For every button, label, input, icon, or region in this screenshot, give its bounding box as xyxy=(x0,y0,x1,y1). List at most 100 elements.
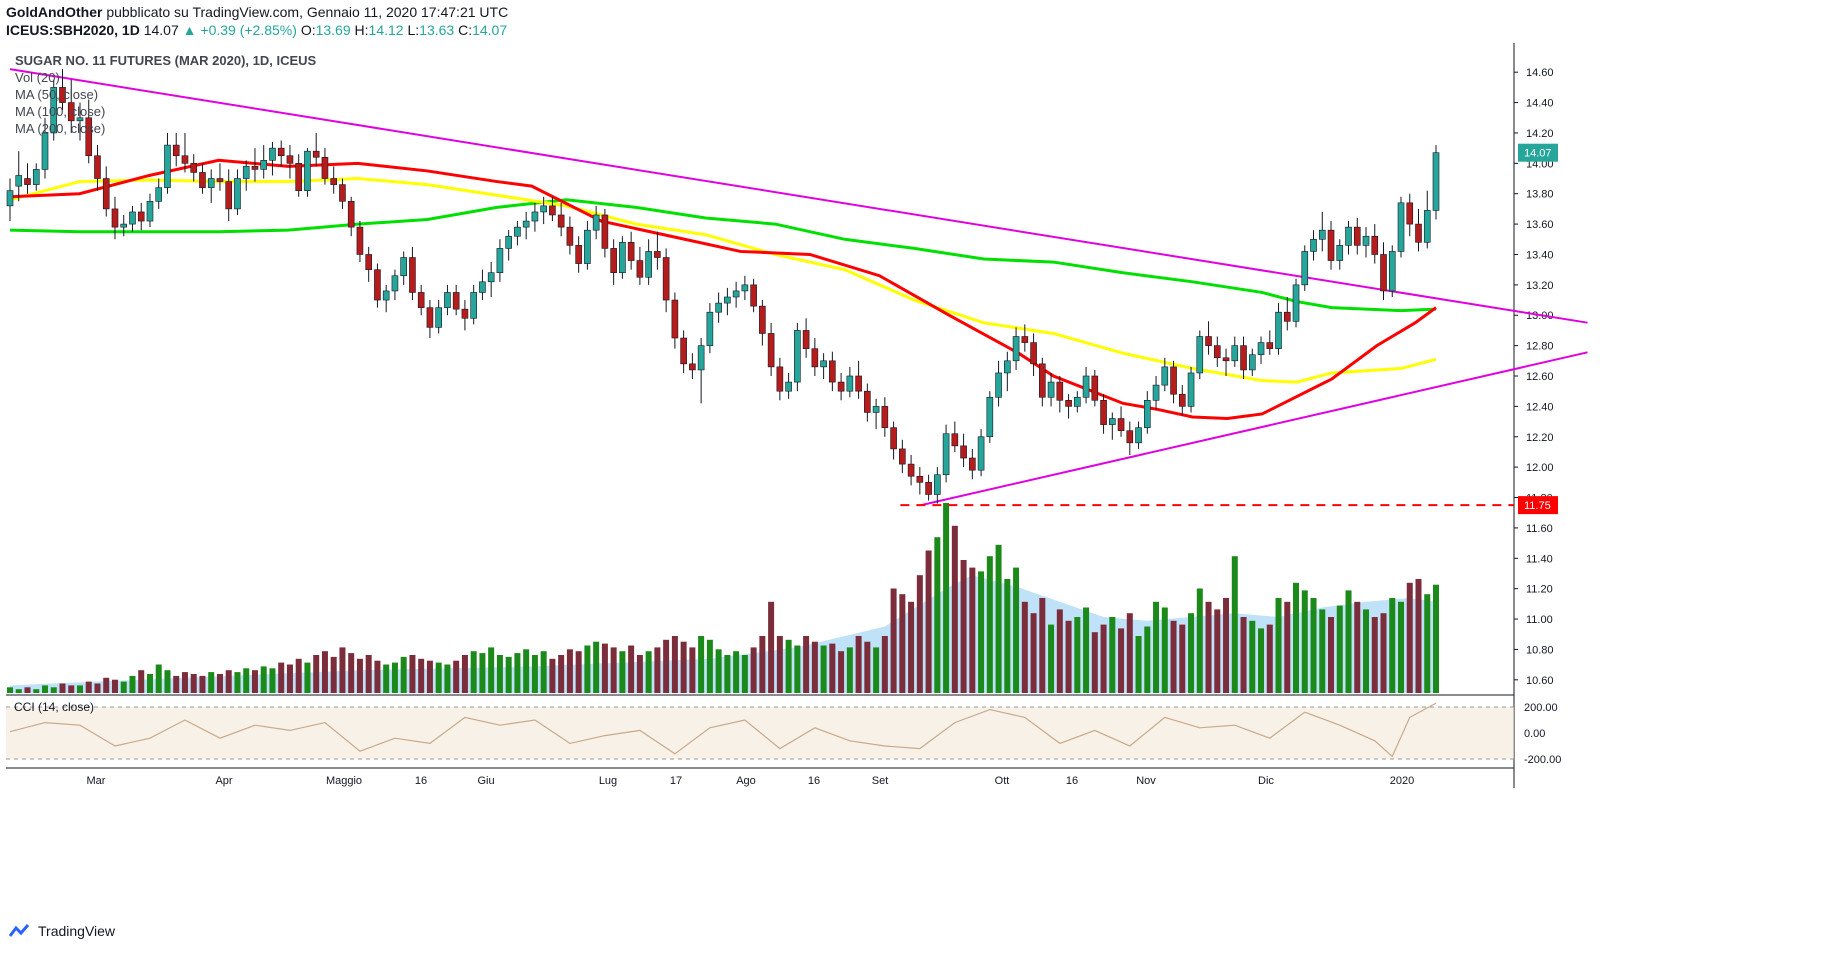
volume-bar xyxy=(951,525,958,693)
volume-bar xyxy=(461,655,468,693)
volume-bar xyxy=(715,649,722,693)
candle-body xyxy=(802,330,810,349)
volume-bar xyxy=(1398,601,1405,693)
candle-body xyxy=(846,375,854,392)
candle-body xyxy=(514,226,521,237)
candle-body xyxy=(365,254,372,270)
volume-bar xyxy=(943,503,950,693)
candle-body xyxy=(531,211,539,222)
legend-ma100[interactable]: MA (100, close) xyxy=(15,104,106,119)
candle-body xyxy=(59,87,66,103)
candle-body xyxy=(1257,342,1265,356)
volume-bar xyxy=(1021,601,1028,693)
cci-line xyxy=(9,702,1437,758)
publish-line: GoldAndOther pubblicato su TradingView.c… xyxy=(6,4,508,20)
legend-ma50[interactable]: MA (50, close) xyxy=(15,87,99,102)
volume-bar xyxy=(986,556,993,693)
price-tick-label: 11.40 xyxy=(1526,553,1553,565)
volume-bar xyxy=(794,645,801,693)
volume-bar xyxy=(1310,598,1317,693)
volume-bar xyxy=(969,567,976,693)
candle-body xyxy=(461,308,469,319)
candle-body xyxy=(977,436,985,471)
candle-body xyxy=(1178,393,1186,407)
volume-bar xyxy=(601,643,608,693)
candle-body xyxy=(1205,336,1212,346)
candle-body xyxy=(794,330,801,383)
candle-body xyxy=(925,482,932,495)
volume-bar xyxy=(1249,620,1256,693)
candle-body xyxy=(1213,345,1221,359)
candle-body xyxy=(1100,400,1107,425)
volume-bar xyxy=(645,651,652,693)
volume-bar xyxy=(995,544,1002,693)
volume-bar xyxy=(1048,624,1055,693)
candle-body xyxy=(295,163,302,191)
volume-bar xyxy=(120,681,127,693)
candle-body xyxy=(1283,311,1291,322)
volume-bar xyxy=(733,651,740,693)
volume-bar xyxy=(1083,607,1090,693)
volume-bar xyxy=(190,674,197,693)
volume-bar xyxy=(978,571,985,693)
volume-bar xyxy=(181,672,188,693)
volume-bar xyxy=(243,668,250,693)
low-value: 13.63 xyxy=(419,22,455,38)
last-price-tag xyxy=(1518,143,1558,162)
volume-bar xyxy=(391,662,398,693)
time-tick-label: 16 xyxy=(1066,775,1078,787)
volume-bar xyxy=(1004,579,1011,693)
author-name[interactable]: GoldAndOther xyxy=(6,4,103,20)
volume-bar xyxy=(426,660,433,693)
volume-bar xyxy=(356,658,363,693)
time-tick-label: Ott xyxy=(995,775,1010,787)
candle-body xyxy=(102,178,110,210)
volume-bar xyxy=(628,645,635,693)
volume-bar xyxy=(1293,582,1300,693)
volume-bar xyxy=(1266,624,1273,693)
volume-bar xyxy=(453,660,460,693)
tradingview-brand[interactable]: TradingView xyxy=(8,923,115,939)
volume-bar xyxy=(278,662,285,693)
candle-body xyxy=(1056,381,1064,401)
volume-bar xyxy=(750,647,757,693)
volume-bar xyxy=(1433,584,1439,693)
volume-bar xyxy=(225,670,232,693)
volume-bar xyxy=(1135,636,1142,693)
volume-bar xyxy=(864,641,871,693)
time-tick-label: 2020 xyxy=(1390,775,1414,787)
candle-body xyxy=(1423,210,1431,243)
volume-bar xyxy=(1240,617,1247,693)
candle-body xyxy=(1310,238,1317,252)
candle-body xyxy=(689,363,696,371)
high-value: 14.12 xyxy=(368,22,404,38)
volume-bar xyxy=(1223,598,1230,693)
candle-body xyxy=(960,445,967,459)
volume-bar xyxy=(295,658,302,693)
last-price-label: 14.07 xyxy=(1524,148,1552,160)
candle-body xyxy=(356,226,364,255)
candle-body xyxy=(855,375,862,392)
volume-bar xyxy=(164,670,171,693)
chart-area[interactable]: 14.60 14.40 14.20 14.00 13.80 13.60 13.40 13.20… xyxy=(6,43,1828,913)
price-chart[interactable]: 14.6014.4014.2014.0013.8013.6013.4013.20… xyxy=(6,43,1828,913)
volume-bar xyxy=(1065,620,1072,693)
volume-bar xyxy=(706,639,713,693)
legend-volume[interactable]: Vol (20) xyxy=(15,70,60,85)
tradingview-logo-icon xyxy=(8,924,30,937)
ma200-line xyxy=(9,198,1437,313)
volume-bar xyxy=(724,655,731,693)
candle-body xyxy=(409,257,416,293)
candle-body xyxy=(435,307,442,328)
volume-bar xyxy=(1100,624,1107,693)
volume-bar xyxy=(321,651,328,693)
volume-bar xyxy=(444,664,451,693)
legend-ma200[interactable]: MA (200, close) xyxy=(15,121,106,136)
volume-bar xyxy=(803,636,810,693)
volume-bar xyxy=(418,658,425,693)
volume-bar xyxy=(1354,601,1361,693)
volume-bar xyxy=(1371,617,1378,693)
candle-body xyxy=(899,448,906,465)
volume-bar xyxy=(1030,613,1037,693)
ma100-line xyxy=(9,177,1437,384)
